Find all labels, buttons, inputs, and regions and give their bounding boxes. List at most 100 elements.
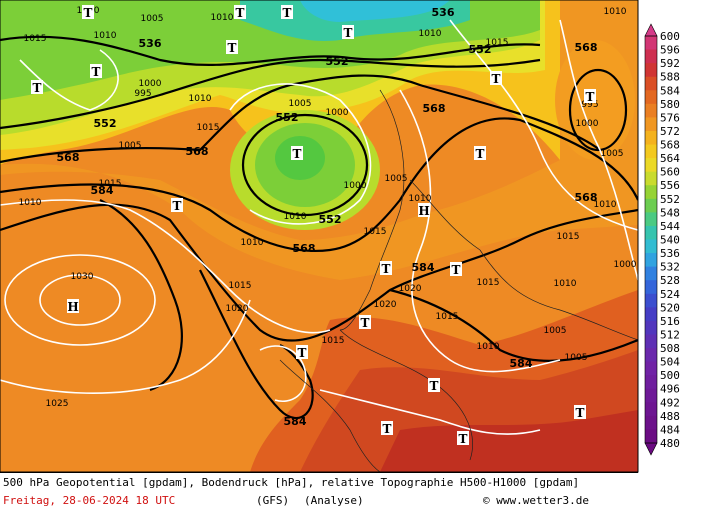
isobar-label: 1015 xyxy=(364,227,387,237)
colorbar-swatch xyxy=(645,239,657,254)
colorbar-swatch xyxy=(645,90,657,105)
colorbar: 6005965925885845805765725685645605565525… xyxy=(644,23,680,456)
pressure-center: T xyxy=(173,199,182,213)
colorbar-label: 560 xyxy=(660,166,680,179)
isobar-label: 1025 xyxy=(46,399,69,409)
colorbar-label: 480 xyxy=(660,437,680,450)
colorbar-swatch xyxy=(645,293,657,308)
colorbar-label: 568 xyxy=(660,139,680,152)
isobar-label: 1020 xyxy=(399,284,422,294)
colorbar-frame xyxy=(644,35,658,444)
pressure-center: T xyxy=(283,6,292,20)
colorbar-label: 536 xyxy=(660,247,680,260)
colorbar-cap xyxy=(644,23,658,37)
isobar-label: 1000 xyxy=(326,108,349,118)
colorbar-label: 564 xyxy=(660,152,680,165)
isobar-label: 1015 xyxy=(436,312,459,322)
center-box xyxy=(234,5,246,19)
colorbar-swatch xyxy=(645,320,657,335)
isobar-label: 1005 xyxy=(385,174,408,184)
colorbar-swatch xyxy=(645,253,657,268)
footer-title: 500 hPa Geopotential [gpdam], Bodendruck… xyxy=(3,476,579,489)
colorbar-label: 488 xyxy=(660,410,680,423)
pressure-center: T xyxy=(236,6,245,20)
isobar-label: 1005 xyxy=(289,99,312,109)
colorbar-label: 528 xyxy=(660,274,680,287)
pressure-center: T xyxy=(344,26,353,40)
isobar-label: 1005 xyxy=(119,141,142,151)
height-label: 536 xyxy=(432,6,455,19)
isobar-label: 1000 xyxy=(614,260,637,270)
height-label: 568 xyxy=(293,242,316,255)
colorbar-label: 520 xyxy=(660,301,680,314)
pressure-center: T xyxy=(228,41,237,55)
isobar-label: 1030 xyxy=(71,272,94,282)
isobar-label: 1015 xyxy=(486,38,509,48)
isobar-label: 1010 xyxy=(409,194,432,204)
isobar-label: 1020 xyxy=(374,300,397,310)
pressure-center: T xyxy=(382,262,391,276)
center-box xyxy=(82,5,94,19)
colorbar-label: 596 xyxy=(660,44,680,57)
pressure-center: T xyxy=(84,6,93,20)
colorbar-label: 552 xyxy=(660,193,680,206)
pressure-center: T xyxy=(576,406,585,420)
isobar-label: 1010 xyxy=(94,31,117,41)
height-label: 552 xyxy=(319,213,342,226)
colorbar-label: 516 xyxy=(660,315,680,328)
colorbar-label: 500 xyxy=(660,369,680,382)
pressure-center: T xyxy=(361,316,370,330)
colorbar-swatch xyxy=(645,280,657,295)
center-box xyxy=(584,89,596,103)
center-box xyxy=(226,40,238,54)
pressure-center: T xyxy=(92,65,101,79)
center-box xyxy=(90,64,102,78)
colorbar-label: 548 xyxy=(660,206,680,219)
isobar-label: 1010 xyxy=(19,198,42,208)
height-label: 536 xyxy=(139,37,162,50)
isobar-label: 995 xyxy=(134,89,151,99)
colorbar-label: 556 xyxy=(660,179,680,192)
center-box xyxy=(457,431,469,445)
center-box xyxy=(291,146,303,160)
colorbar-label: 540 xyxy=(660,234,680,247)
height-label: 552 xyxy=(276,111,299,124)
isobar-label: 1010 xyxy=(554,279,577,289)
pressure-center: T xyxy=(298,346,307,360)
footer-run: (Analyse) xyxy=(304,494,364,507)
colorbar-swatch xyxy=(645,117,657,132)
colorbar-swatch xyxy=(645,49,657,64)
colorbar-cap xyxy=(644,442,658,456)
colorbar-swatch xyxy=(645,225,657,240)
colorbar-label: 504 xyxy=(660,356,680,369)
isobar-label: 1000 xyxy=(344,181,367,191)
pressure-center: T xyxy=(430,379,439,393)
colorbar-swatch xyxy=(645,212,657,227)
center-box xyxy=(490,71,502,85)
isobar-label: 1010 xyxy=(419,29,442,39)
height-label: 568 xyxy=(186,145,209,158)
colorbar-swatch xyxy=(645,63,657,78)
center-box xyxy=(450,262,462,276)
height-label: 584 xyxy=(91,184,114,197)
isobar-label: 1005 xyxy=(601,149,624,159)
colorbar-label: 572 xyxy=(660,125,680,138)
isobar-label: 1005 xyxy=(544,326,567,336)
colorbar-swatch xyxy=(645,130,657,146)
center-box xyxy=(281,5,293,19)
center-box xyxy=(574,405,586,419)
colorbar-label: 588 xyxy=(660,71,680,84)
center-box xyxy=(381,421,393,435)
pressure-center: T xyxy=(586,90,595,104)
colorbar-label: 532 xyxy=(660,261,680,274)
map-field xyxy=(0,0,638,472)
height-label: 552 xyxy=(326,55,349,68)
isobar-label: 1010 xyxy=(284,212,307,222)
footer-model: (GFS) xyxy=(256,494,289,507)
colorbar-label: 512 xyxy=(660,328,680,341)
isobar-label: 1015 xyxy=(197,123,220,133)
colorbar-swatch xyxy=(645,402,657,417)
colorbar-label: 496 xyxy=(660,383,680,396)
isobar-label: 1020 xyxy=(226,304,249,314)
